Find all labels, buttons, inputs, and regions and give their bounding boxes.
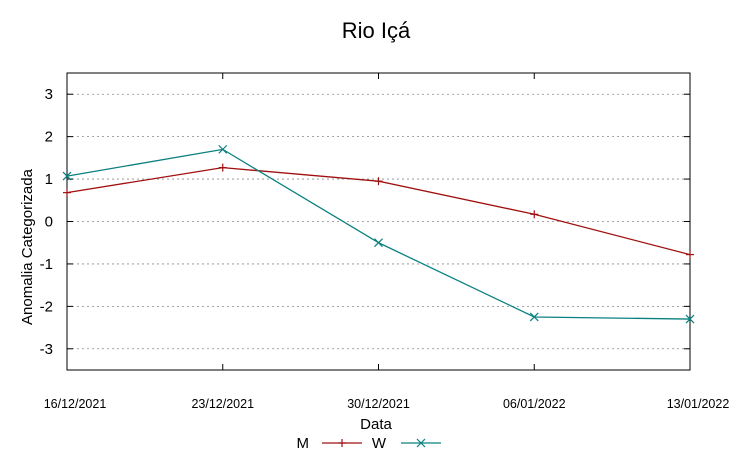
chart-title: Rio Içá — [342, 18, 411, 43]
series-m — [63, 163, 694, 259]
legend-marker-m — [338, 439, 346, 447]
y-tick-label: 3 — [45, 86, 53, 103]
series-w — [62, 144, 695, 324]
legend-label-w: W — [372, 435, 387, 452]
x-tick-label: 06/01/2022 — [503, 397, 566, 411]
y-tick-label: -1 — [40, 256, 53, 273]
legend-marker-w — [416, 438, 426, 448]
data-point-w — [374, 238, 383, 248]
data-point-w — [685, 314, 695, 324]
x-axis-label: Data — [360, 416, 392, 433]
data-point-w — [62, 171, 72, 181]
x-axis-ticks: 16/12/2021 23/12/2021 30/12/2021 06/01/2022… — [44, 73, 730, 411]
y-axis-ticks: 3 2 1 0 -1 -2 -3 — [40, 86, 690, 358]
data-point-w — [529, 312, 539, 322]
y-tick-label: 1 — [45, 171, 53, 188]
y-tick-label: 2 — [45, 129, 53, 146]
legend-marker — [416, 438, 426, 448]
y-axis-label: Anomalia Categorizada — [19, 168, 36, 325]
y-tick-label: -2 — [40, 298, 53, 315]
x-tick-label: 13/01/2022 — [667, 397, 730, 411]
grid-lines — [67, 93, 690, 350]
x-tick-label: 16/12/2021 — [44, 397, 107, 411]
y-tick-label: -3 — [40, 341, 53, 358]
series-layer — [62, 144, 695, 324]
data-point-w — [218, 144, 228, 154]
legend-label-m: M — [297, 435, 310, 452]
series-line-w — [66, 148, 691, 320]
x-tick-label: 30/12/2021 — [347, 397, 410, 411]
x-tick-label: 23/12/2021 — [191, 397, 254, 411]
y-tick-label: 0 — [45, 214, 53, 231]
